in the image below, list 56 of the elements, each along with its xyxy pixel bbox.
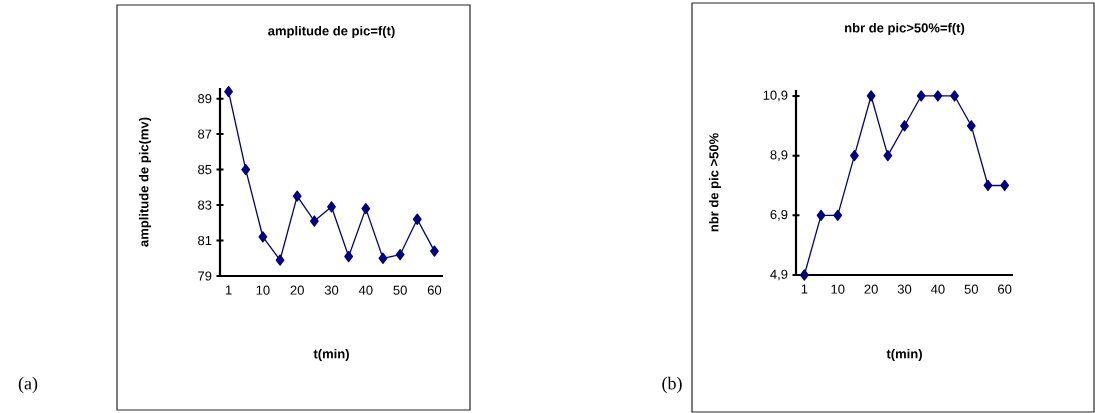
point — [309, 215, 319, 227]
y-tick-label: 87 — [198, 129, 212, 139]
point — [983, 179, 993, 192]
point — [900, 120, 909, 132]
y-tick-label: 81 — [198, 235, 212, 246]
point — [799, 269, 809, 281]
y-tick-label: 6,9 — [770, 209, 788, 221]
x-tick-label: 10 — [256, 285, 270, 295]
text: (a) — [18, 376, 38, 394]
x-tick-label: 1 — [225, 285, 232, 295]
x-tick-label: 50 — [964, 284, 978, 294]
point — [241, 163, 251, 176]
x-tick-label: 50 — [393, 285, 407, 295]
point — [395, 249, 405, 261]
point — [950, 90, 959, 102]
x-tick-label: 40 — [930, 284, 945, 294]
x-axis-title: t(min) — [886, 348, 922, 362]
point — [344, 250, 354, 263]
x-tick-label: 60 — [998, 284, 1012, 294]
x-tick-label: 60 — [427, 285, 442, 295]
y-tick-label: 83 — [198, 200, 212, 210]
point — [1000, 179, 1010, 192]
y-axis-title: amplitude de pic(mv) — [138, 117, 152, 247]
x-tick-label: 30 — [324, 285, 339, 295]
point — [412, 213, 422, 225]
point — [430, 245, 439, 257]
chart-title: nbr de pic>50%=f(t) — [845, 22, 965, 36]
x-axis-title: t(min) — [313, 348, 349, 362]
point — [883, 149, 893, 162]
x-tick-label: 1 — [801, 284, 808, 294]
text: (b) — [662, 376, 682, 394]
x-tick-label: 10 — [831, 284, 845, 294]
point — [866, 90, 876, 102]
point — [933, 90, 943, 102]
x-tick-label: 20 — [864, 284, 878, 294]
point — [916, 90, 926, 102]
y-tick-label: 89 — [198, 94, 212, 104]
y-axis-title: nbr de pic >50% — [708, 133, 722, 232]
point — [327, 201, 336, 213]
x-tick-label: 30 — [897, 284, 912, 294]
y-tick-label: 79 — [198, 271, 212, 281]
point — [378, 252, 388, 264]
point — [361, 202, 371, 215]
point — [292, 190, 302, 202]
point — [275, 254, 285, 266]
point — [833, 209, 843, 221]
x-tick-label: 40 — [358, 285, 373, 295]
y-tick-label: 10,9 — [763, 90, 788, 102]
x-tick-label: 20 — [290, 285, 304, 295]
point — [816, 209, 826, 221]
point — [258, 231, 268, 243]
chart-title: amplitude de pic=f(t) — [268, 25, 395, 39]
y-tick-label: 85 — [198, 164, 212, 175]
point — [966, 120, 976, 132]
y-tick-label: 8,9 — [770, 150, 788, 162]
y-tick-label: 4,9 — [770, 269, 788, 281]
